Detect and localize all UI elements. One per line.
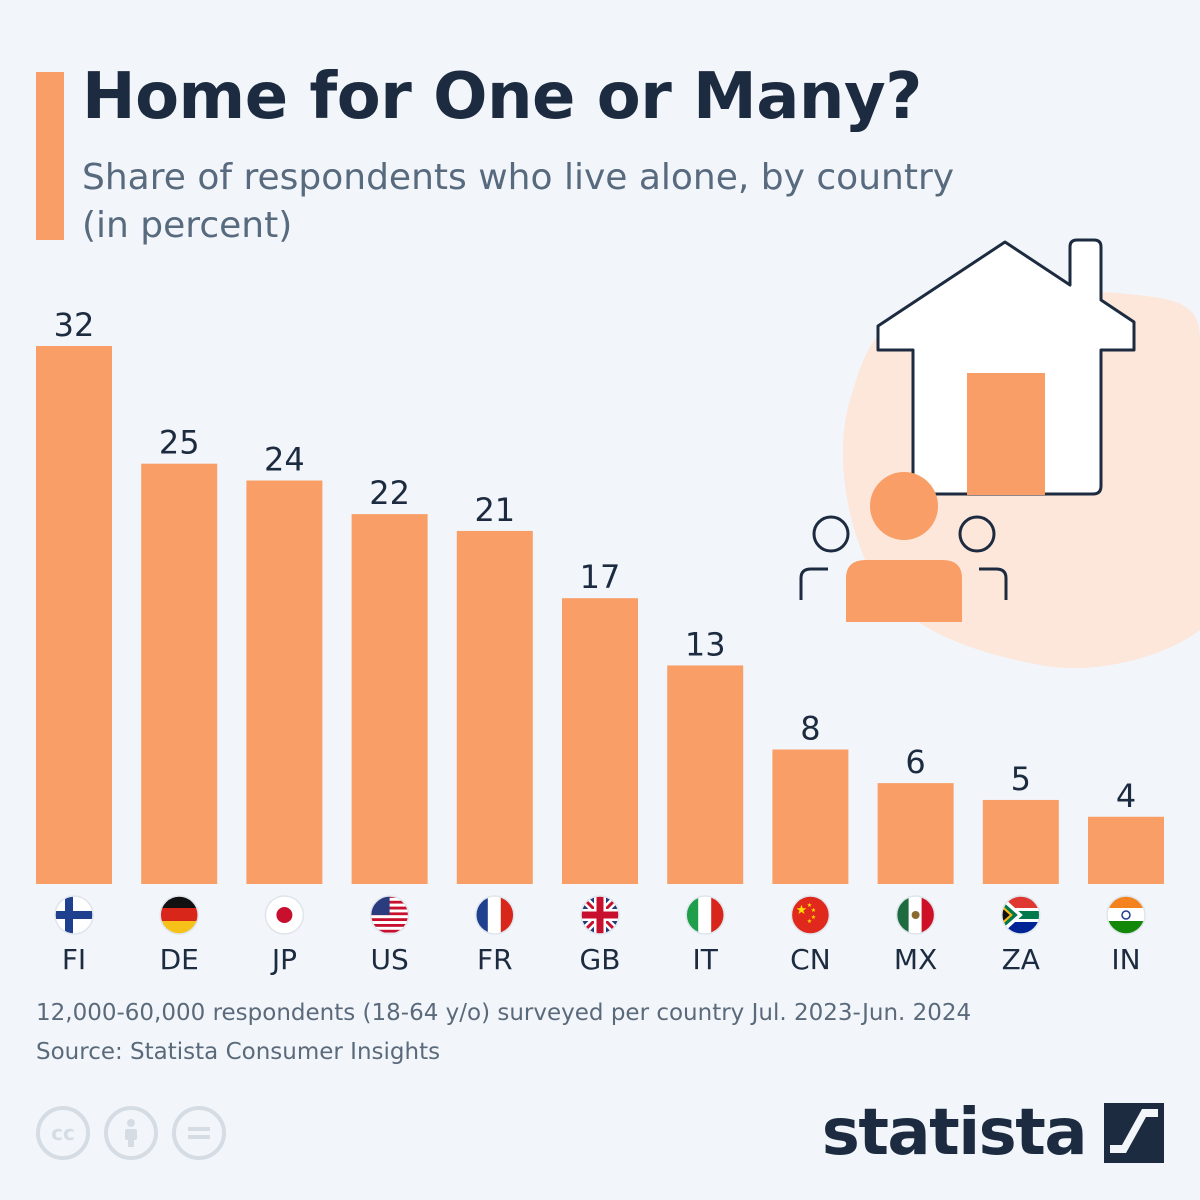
category-label-de: DE xyxy=(160,943,199,976)
house-door xyxy=(967,373,1045,495)
flag-ring xyxy=(54,895,94,935)
chart-title: Home for One or Many? xyxy=(82,60,922,134)
value-label-jp: 24 xyxy=(264,441,305,479)
value-label-cn: 8 xyxy=(800,710,820,748)
logo-text: statista xyxy=(821,1096,1088,1170)
flag-ring xyxy=(685,895,725,935)
category-label-it: IT xyxy=(693,943,719,976)
bar-de[interactable] xyxy=(141,463,218,884)
bar-fi[interactable] xyxy=(36,346,112,884)
flag-ring xyxy=(264,895,305,935)
svg-text:★: ★ xyxy=(811,907,816,914)
svg-text:★: ★ xyxy=(811,914,816,921)
no-derivatives-icon[interactable] xyxy=(172,1106,226,1160)
value-label-in: 4 xyxy=(1116,777,1136,815)
value-label-it: 13 xyxy=(685,625,726,663)
value-label-fi: 32 xyxy=(54,306,95,344)
flag-ring xyxy=(1106,895,1146,935)
bar-za[interactable] xyxy=(982,799,1059,884)
attribution-icon[interactable] xyxy=(104,1106,158,1160)
source-note: Source: Statista Consumer Insights xyxy=(36,1039,441,1065)
svg-text:★: ★ xyxy=(796,903,808,918)
flag-mx-icon xyxy=(896,896,935,934)
category-label-cn: CN xyxy=(790,943,831,976)
flag-in-icon xyxy=(1107,896,1145,934)
category-label-gb: GB xyxy=(580,943,621,976)
value-label-us: 22 xyxy=(369,474,410,512)
statista-logo-icon xyxy=(1104,1103,1164,1163)
bar-fr[interactable] xyxy=(456,530,533,884)
flag-ring xyxy=(895,895,936,935)
category-label-fi: FI xyxy=(62,943,86,976)
bar-cn[interactable] xyxy=(772,749,849,885)
value-label-de: 25 xyxy=(159,424,200,462)
value-label-za: 5 xyxy=(1011,760,1031,798)
title-accent-bar xyxy=(36,72,64,240)
flag-ring xyxy=(369,895,410,935)
category-label-in: IN xyxy=(1111,943,1140,976)
license-icons: cc xyxy=(36,1106,226,1160)
category-label-us: US xyxy=(370,943,408,976)
flag-fi-icon xyxy=(55,896,93,934)
bar-jp[interactable] xyxy=(246,480,323,885)
flag-ring xyxy=(159,895,199,935)
flag-za-icon xyxy=(1001,896,1040,934)
value-label-gb: 17 xyxy=(580,558,621,596)
flag-ring xyxy=(790,895,831,935)
category-label-fr: FR xyxy=(477,943,513,976)
footnote: 12,000-60,000 respondents (18-64 y/o) su… xyxy=(36,1000,972,1026)
flag-fr-icon xyxy=(475,896,514,934)
value-label-fr: 21 xyxy=(474,491,515,529)
person-icon xyxy=(846,472,962,622)
svg-text:★: ★ xyxy=(807,902,812,909)
bar-mx[interactable] xyxy=(877,783,954,884)
left-person-outline-icon xyxy=(799,515,850,600)
flag-de-icon xyxy=(160,896,199,934)
bar-it[interactable] xyxy=(667,665,744,884)
svg-text:★: ★ xyxy=(807,918,812,925)
creative-commons-icon[interactable]: cc xyxy=(36,1106,90,1160)
flag-ring xyxy=(580,895,620,935)
category-label-mx: MX xyxy=(894,943,937,976)
right-person-outline-icon xyxy=(958,515,1008,600)
value-label-mx: 6 xyxy=(905,743,925,781)
house-icon xyxy=(876,238,1136,496)
flag-ring xyxy=(475,895,515,935)
statista-logo[interactable]: statista xyxy=(822,1100,1164,1166)
bar-in[interactable] xyxy=(1088,816,1164,884)
flag-cn-icon: ★ ★★★★ xyxy=(791,896,830,934)
flag-jp-icon xyxy=(265,896,304,934)
flag-gb-icon xyxy=(581,896,619,934)
flag-ring xyxy=(1001,895,1041,935)
bar-us[interactable] xyxy=(351,514,428,884)
chart-subtitle: Share of respondents who live alone, by … xyxy=(82,157,955,246)
bar-gb[interactable] xyxy=(562,598,638,884)
category-label-za: ZA xyxy=(1002,943,1040,976)
flag-it-icon xyxy=(686,896,725,934)
category-label-jp: JP xyxy=(270,943,297,976)
